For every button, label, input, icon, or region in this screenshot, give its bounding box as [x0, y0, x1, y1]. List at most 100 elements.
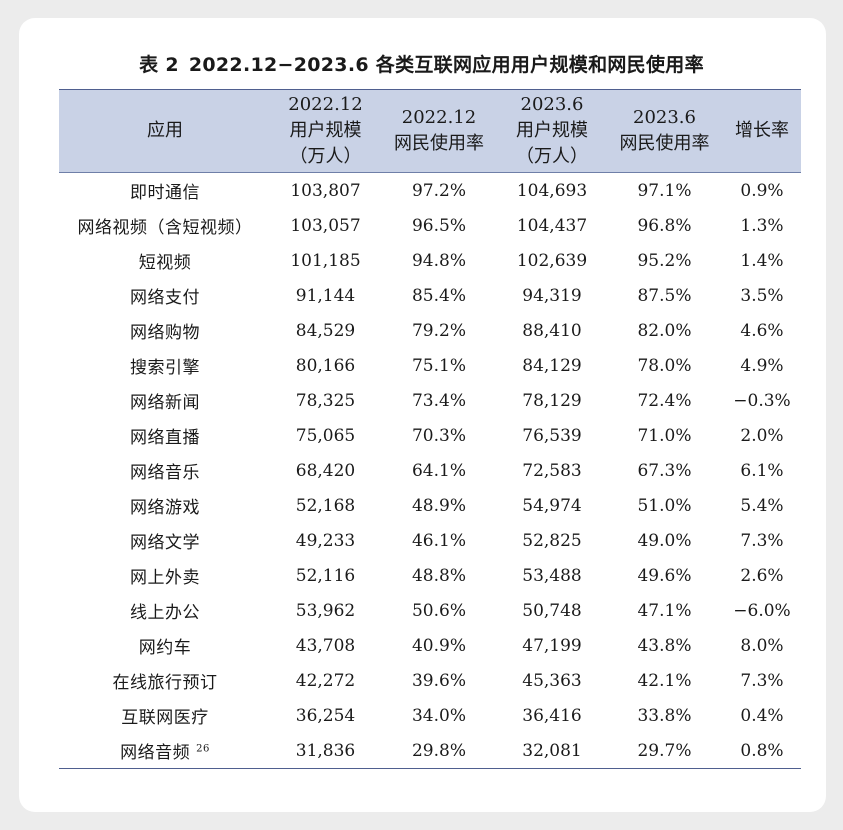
- cell-users-2023: 52,825: [522, 530, 582, 551]
- header-rate-2022: 2022.12 网民使用率: [380, 89, 498, 173]
- cell-rate-2023: 87.5%: [637, 285, 692, 306]
- cell-users-2023: 72,583: [522, 460, 582, 481]
- cell-rate-2022: 70.3%: [411, 425, 466, 446]
- cell-app-name: 线上办公: [130, 603, 200, 623]
- table-row: 在线旅行预订 42,272 39.6% 45,363 42.1% 7.3%: [59, 663, 801, 698]
- cell-rate-2022: 85.4%: [411, 285, 466, 306]
- cell-growth: 5.4%: [740, 495, 784, 516]
- footnote-ref: 26: [196, 743, 210, 755]
- cell-rate-2023: 71.0%: [637, 425, 692, 446]
- cell-users-2022: 52,116: [295, 565, 356, 586]
- header-users-2023: 2023.6 用户规模 （万人）: [498, 89, 606, 173]
- cell-app-name: 网络购物: [130, 323, 200, 343]
- cell-users-2023: 88,410: [522, 320, 582, 341]
- cell-rate-2022: 50.6%: [411, 600, 466, 621]
- cell-users-2022: 80,166: [295, 355, 356, 376]
- table-row: 网络音频 26 31,836 29.8% 32,081 29.7% 0.8%: [59, 733, 801, 769]
- cell-users-2022: 84,529: [295, 320, 356, 341]
- cell-rate-2023: 49.6%: [637, 565, 692, 586]
- cell-growth: 1.4%: [740, 250, 784, 271]
- cell-rate-2023: 97.1%: [637, 180, 692, 201]
- cell-rate-2023: 42.1%: [637, 670, 692, 691]
- cell-growth: 1.3%: [740, 215, 784, 236]
- cell-users-2023: 45,363: [522, 670, 582, 691]
- cell-users-2022: 78,325: [295, 390, 356, 411]
- table-row: 网络文学 49,233 46.1% 52,825 49.0% 7.3%: [59, 523, 801, 558]
- cell-growth: 0.4%: [740, 705, 784, 726]
- cell-users-2023: 104,437: [516, 215, 588, 236]
- cell-users-2023: 54,974: [522, 495, 582, 516]
- cell-users-2023: 78,129: [522, 390, 582, 411]
- cell-users-2023: 76,539: [522, 425, 582, 446]
- cell-app-name: 网络直播: [130, 428, 200, 448]
- cell-users-2022: 31,836: [271, 733, 380, 769]
- cell-growth: 4.6%: [740, 320, 784, 341]
- cell-app-name: 短视频: [138, 253, 192, 273]
- cell-growth: 4.9%: [740, 355, 784, 376]
- cell-growth: 2.6%: [740, 565, 784, 586]
- cell-app-name: 在线旅行预订: [112, 673, 218, 693]
- cell-users-2023: 84,129: [522, 355, 582, 376]
- table-row: 网络视频（含短视频） 103,057 96.5% 104,437 96.8% 1.3%: [59, 208, 801, 243]
- cell-rate-2022: 39.6%: [411, 670, 466, 691]
- cell-rate-2022: 29.8%: [380, 733, 498, 769]
- cell-rate-2022: 96.5%: [411, 215, 466, 236]
- cell-growth: −0.3%: [733, 390, 791, 411]
- cell-users-2022: 103,807: [290, 180, 361, 201]
- cell-users-2022: 68,420: [295, 460, 356, 481]
- cell-rate-2022: 64.1%: [411, 460, 466, 481]
- table-header-row: 应用 2022.12 用户规模 （万人） 2022.12 网民使用率 2023.…: [59, 89, 801, 173]
- table-row: 线上办公 53,962 50.6% 50,748 47.1% −6.0%: [59, 593, 801, 628]
- cell-rate-2022: 40.9%: [411, 635, 466, 656]
- table-row: 网络音乐 68,420 64.1% 72,583 67.3% 6.1%: [59, 453, 801, 488]
- cell-app-name: 网络新闻: [130, 393, 200, 413]
- cell-growth: 3.5%: [740, 285, 784, 306]
- cell-rate-2022: 79.2%: [411, 320, 466, 341]
- table-row: 网络购物 84,529 79.2% 88,410 82.0% 4.6%: [59, 313, 801, 348]
- cell-growth: 2.0%: [740, 425, 784, 446]
- cell-app-name: 网络支付: [130, 288, 200, 308]
- cell-rate-2023: 67.3%: [637, 460, 692, 481]
- header-users-2022: 2022.12 用户规模 （万人）: [271, 89, 380, 173]
- table-row: 搜索引擎 80,166 75.1% 84,129 78.0% 4.9%: [59, 348, 801, 383]
- cell-users-2023: 102,639: [516, 250, 588, 271]
- cell-growth: 7.3%: [740, 530, 784, 551]
- cell-growth: 6.1%: [740, 460, 784, 481]
- cell-rate-2023: 51.0%: [637, 495, 692, 516]
- cell-users-2022: 36,254: [295, 705, 356, 726]
- table-row: 短视频 101,185 94.8% 102,639 95.2% 1.4%: [59, 243, 801, 278]
- cell-users-2022: 101,185: [290, 250, 361, 271]
- cell-growth: −6.0%: [733, 600, 791, 621]
- cell-users-2022: 42,272: [295, 670, 356, 691]
- cell-app-name: 即时通信: [130, 183, 200, 203]
- table-number: 表 2: [139, 54, 179, 76]
- header-growth: 增长率: [723, 89, 801, 173]
- cell-rate-2023: 47.1%: [637, 600, 692, 621]
- cell-users-2023: 36,416: [522, 705, 582, 726]
- table-row: 网上外卖 52,116 48.8% 53,488 49.6% 2.6%: [59, 558, 801, 593]
- cell-users-2022: 52,168: [295, 495, 356, 516]
- cell-users-2023: 94,319: [522, 285, 582, 306]
- cell-users-2022: 103,057: [290, 215, 361, 236]
- cell-users-2023: 53,488: [522, 565, 582, 586]
- cell-rate-2023: 29.7%: [606, 733, 723, 769]
- cell-rate-2023: 72.4%: [637, 390, 692, 411]
- cell-app-name: 网络游戏: [130, 498, 200, 518]
- table-row: 网约车 43,708 40.9% 47,199 43.8% 8.0%: [59, 628, 801, 663]
- usage-table: 应用 2022.12 用户规模 （万人） 2022.12 网民使用率 2023.…: [59, 89, 801, 769]
- cell-rate-2022: 73.4%: [411, 390, 466, 411]
- table-row: 互联网医疗 36,254 34.0% 36,416 33.8% 0.4%: [59, 698, 801, 733]
- cell-rate-2022: 48.8%: [411, 565, 466, 586]
- cell-users-2023: 50,748: [522, 600, 582, 621]
- table-caption: 2022.12−2023.6 各类互联网应用用户规模和网民使用率: [188, 54, 704, 76]
- cell-rate-2022: 48.9%: [411, 495, 466, 516]
- cell-app-name: 网上外卖: [130, 568, 200, 588]
- cell-rate-2023: 96.8%: [637, 215, 692, 236]
- cell-app-name: 互联网医疗: [121, 708, 209, 728]
- cell-users-2023: 104,693: [516, 180, 588, 201]
- cell-users-2023: 47,199: [522, 635, 582, 656]
- cell-rate-2022: 34.0%: [411, 705, 466, 726]
- cell-app-name: 网络音乐: [130, 463, 200, 483]
- table-row: 网络游戏 52,168 48.9% 54,974 51.0% 5.4%: [59, 488, 801, 523]
- cell-users-2022: 43,708: [295, 635, 356, 656]
